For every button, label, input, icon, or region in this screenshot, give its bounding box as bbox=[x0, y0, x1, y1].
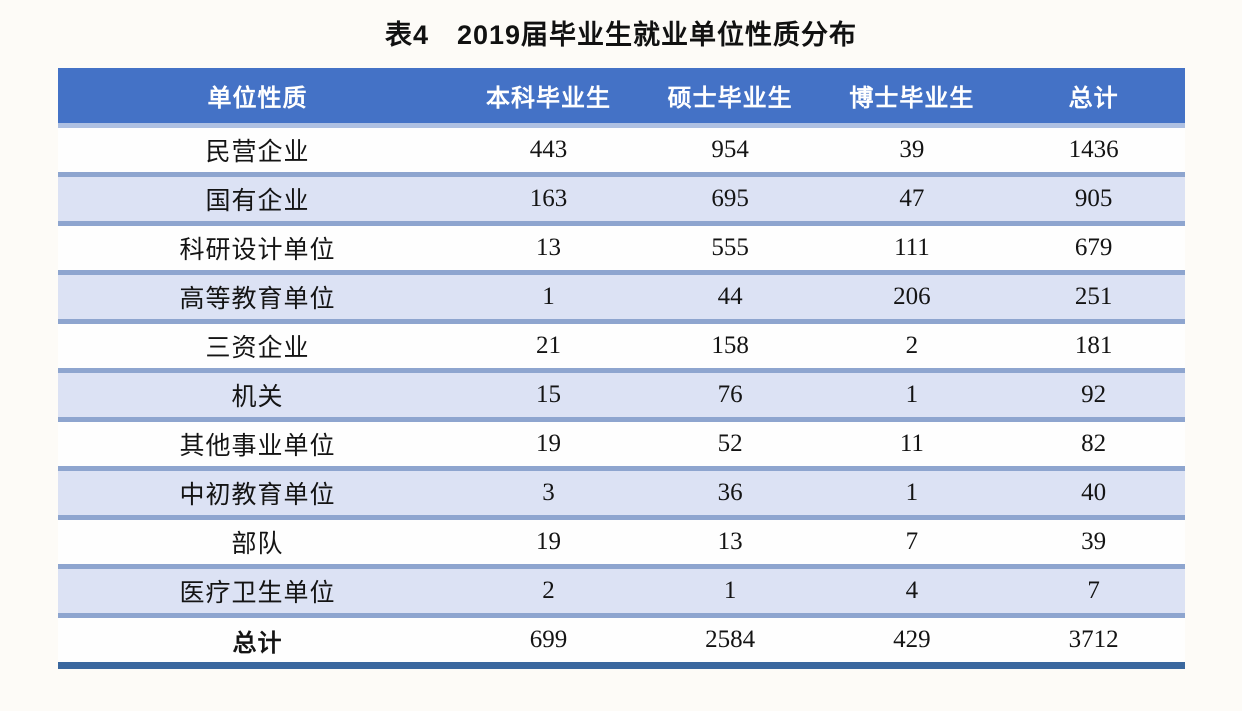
value-cell: 15 bbox=[535, 381, 561, 408]
total-value-cell: 2584 bbox=[705, 626, 756, 653]
unit-type-cell: 部队 bbox=[231, 531, 284, 558]
table-row: 中初教育单位 3 36 1 40 bbox=[57, 468, 1185, 518]
value-cell: 679 bbox=[1074, 234, 1113, 261]
value-cell: 1 bbox=[905, 381, 919, 408]
value-cell: 1 bbox=[542, 283, 555, 310]
unit-type-cell: 高等教育单位 bbox=[179, 286, 336, 313]
table-row: 科研设计单位 13 555 111 679 bbox=[57, 223, 1185, 273]
value-cell: 555 bbox=[711, 234, 749, 261]
total-value-cell: 3712 bbox=[1068, 626, 1119, 653]
value-cell: 39 bbox=[1081, 528, 1107, 555]
col-header-unit-type: 单位性质 bbox=[57, 68, 458, 128]
table-row: 民营企业 443 954 39 1436 bbox=[57, 125, 1185, 175]
col-header-master: 硕士毕业生 bbox=[639, 68, 822, 128]
table-row: 高等教育单位 1 44 206 251 bbox=[57, 272, 1185, 322]
value-cell: 954 bbox=[711, 136, 749, 163]
value-cell: 21 bbox=[535, 332, 561, 359]
value-cell: 181 bbox=[1074, 332, 1113, 359]
value-cell: 7 bbox=[1087, 577, 1100, 604]
value-cell: 206 bbox=[893, 283, 931, 310]
value-cell: 3 bbox=[542, 479, 555, 506]
total-value-cell: 429 bbox=[893, 626, 931, 653]
value-cell: 1 bbox=[723, 577, 737, 604]
col-header-bachelor: 本科毕业生 bbox=[457, 68, 640, 128]
unit-type-cell: 科研设计单位 bbox=[179, 237, 336, 264]
value-cell: 13 bbox=[535, 234, 561, 261]
col-header-total: 总计 bbox=[1002, 68, 1185, 128]
table-row: 三资企业 21 158 2 181 bbox=[57, 321, 1185, 371]
value-cell: 52 bbox=[717, 430, 743, 457]
value-cell: 13 bbox=[717, 528, 743, 555]
table-row: 医疗卫生单位 2 1 4 7 bbox=[57, 566, 1185, 616]
value-cell: 7 bbox=[905, 528, 919, 555]
value-cell: 2 bbox=[542, 577, 555, 604]
value-cell: 2 bbox=[905, 332, 919, 359]
value-cell: 47 bbox=[899, 185, 925, 212]
value-cell: 19 bbox=[535, 528, 561, 555]
table-row: 其他事业单位 19 52 11 82 bbox=[57, 419, 1185, 469]
col-header-doctor: 博士毕业生 bbox=[821, 68, 1003, 128]
unit-type-cell: 三资企业 bbox=[205, 335, 310, 362]
value-cell: 19 bbox=[535, 430, 561, 457]
value-cell: 82 bbox=[1081, 430, 1107, 457]
unit-type-cell: 中初教育单位 bbox=[179, 482, 336, 509]
value-cell: 4 bbox=[905, 577, 919, 604]
value-cell: 1436 bbox=[1068, 136, 1119, 163]
value-cell: 11 bbox=[899, 430, 924, 457]
value-cell: 905 bbox=[1074, 185, 1113, 212]
table-total-row: 总计 699 2584 429 3712 bbox=[57, 615, 1185, 666]
unit-type-cell: 机关 bbox=[231, 384, 284, 411]
unit-type-cell: 其他事业单位 bbox=[179, 433, 336, 460]
value-cell: 251 bbox=[1074, 283, 1113, 310]
value-cell: 1 bbox=[905, 479, 919, 506]
table-caption: 表4 2019届毕业生就业单位性质分布 bbox=[384, 20, 858, 50]
unit-type-cell: 医疗卫生单位 bbox=[179, 580, 336, 607]
total-value-cell: 699 bbox=[529, 626, 568, 653]
value-cell: 40 bbox=[1081, 479, 1107, 506]
value-cell: 92 bbox=[1081, 381, 1107, 408]
value-cell: 163 bbox=[529, 185, 568, 212]
table-row: 国有企业 163 695 47 905 bbox=[57, 174, 1185, 224]
table-header-row: 单位性质 本科毕业生 硕士毕业生 博士毕业生 总计 bbox=[57, 68, 1185, 128]
unit-type-cell: 民营企业 bbox=[205, 139, 310, 166]
unit-type-cell: 国有企业 bbox=[205, 188, 310, 215]
table-row: 部队 19 13 7 39 bbox=[57, 517, 1185, 567]
total-label-cell: 总计 bbox=[232, 629, 283, 657]
value-cell: 36 bbox=[717, 479, 743, 506]
table-row: 机关 15 76 1 92 bbox=[57, 370, 1185, 420]
value-cell: 443 bbox=[529, 136, 568, 163]
value-cell: 39 bbox=[899, 136, 925, 163]
value-cell: 111 bbox=[894, 234, 930, 261]
value-cell: 158 bbox=[711, 332, 749, 359]
value-cell: 76 bbox=[717, 381, 743, 408]
value-cell: 44 bbox=[717, 283, 743, 310]
employment-unit-table: 单位性质 本科毕业生 硕士毕业生 博士毕业生 总计 民营企业 443 954 3… bbox=[57, 68, 1185, 669]
value-cell: 695 bbox=[711, 185, 749, 212]
